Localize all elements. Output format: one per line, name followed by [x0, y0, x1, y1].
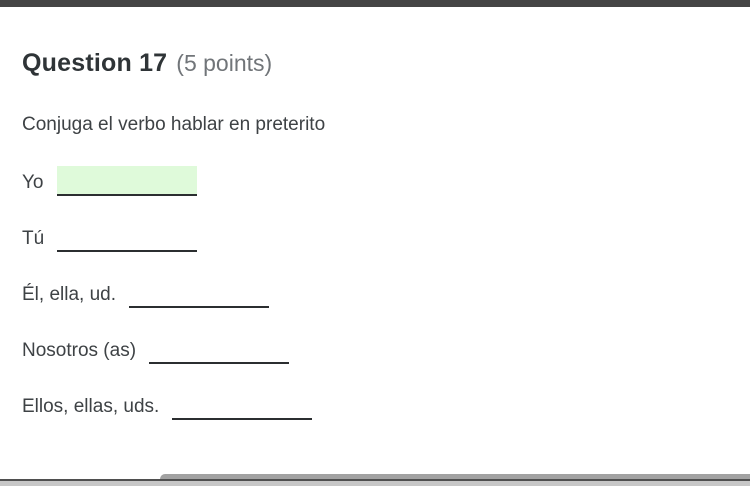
scrollbar-track[interactable] [0, 481, 750, 486]
blank-row: Él, ella, ud. [22, 278, 730, 308]
horizontal-scrollbar[interactable] [0, 474, 750, 486]
blank-label: Ellos, ellas, uds. [22, 396, 160, 417]
question-title: Question 17 [22, 49, 168, 77]
blank-label: Él, ella, ud. [22, 284, 116, 305]
scrollbar-thumb[interactable] [160, 474, 750, 481]
scrollbar-border-line [0, 479, 750, 481]
question-header: Question 17 (5 points) [22, 48, 730, 78]
answer-input-4[interactable] [172, 390, 313, 420]
question-prompt: Conjuga el verbo hablar en preterito [22, 114, 326, 135]
blank-row: Nosotros (as) [22, 334, 730, 364]
blank-row: Yo [22, 166, 730, 196]
top-border-bar [0, 0, 750, 7]
blank-label: Tú [22, 228, 45, 249]
answer-input-1[interactable] [57, 222, 198, 252]
blank-label: Yo [22, 172, 44, 193]
question-points: (5 points) [176, 50, 273, 76]
question-panel: Question 17 (5 points) Conjuga el verbo … [22, 48, 730, 420]
answer-input-3[interactable] [149, 334, 290, 364]
answer-input-2[interactable] [129, 278, 269, 308]
blank-row: Ellos, ellas, uds. [22, 390, 730, 420]
blank-row: Tú [22, 222, 730, 252]
answer-input-0[interactable] [56, 166, 197, 196]
blank-label: Nosotros (as) [22, 340, 137, 361]
